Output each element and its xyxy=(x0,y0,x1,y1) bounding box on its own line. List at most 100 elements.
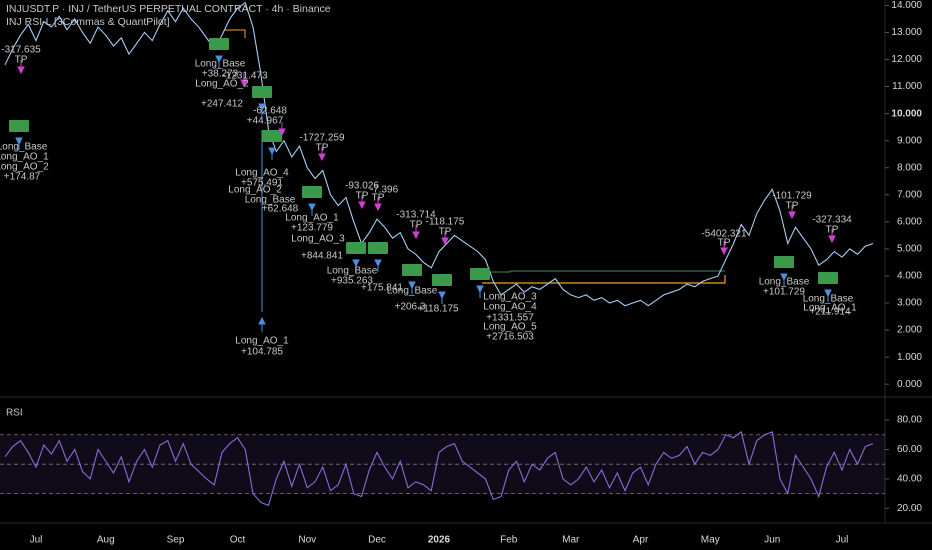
annotation: Long_AO_4 xyxy=(235,168,289,179)
annotation: +206.3 xyxy=(395,302,426,313)
y-tick-label: 2.000 xyxy=(897,325,922,336)
entry-box xyxy=(432,274,452,286)
tp-arrow xyxy=(318,147,326,162)
x-tick-label: Feb xyxy=(500,535,518,546)
entry-box xyxy=(346,242,366,254)
x-tick-label: Oct xyxy=(230,535,246,546)
strategy-line xyxy=(480,270,725,273)
strategy-line xyxy=(482,275,726,284)
y-tick-label: 10.000 xyxy=(891,108,922,119)
annotation: Long_AO_2 xyxy=(228,185,282,196)
annotation: TP xyxy=(15,55,28,66)
entry-arrow xyxy=(374,259,382,272)
annotation: Long_Base xyxy=(759,277,810,288)
annotation: +211.914 xyxy=(809,307,851,318)
y-tick-label: 0.000 xyxy=(897,379,922,390)
tp-arrow xyxy=(828,229,836,244)
annotation: Long_Base xyxy=(245,195,296,206)
annotation: TP xyxy=(316,143,329,154)
annotation: TP xyxy=(718,238,731,249)
annotation: +62.648 xyxy=(262,204,299,215)
annotation: TP xyxy=(410,220,423,231)
entry-arrow xyxy=(268,147,276,160)
entry-box xyxy=(368,242,388,254)
tp-arrow xyxy=(788,205,796,220)
annotation: Long_Base xyxy=(387,286,438,297)
axes: 14.000 13.000 12.000 11.000 10.000 9.000 8.000… xyxy=(30,0,923,546)
price-line xyxy=(4,1,874,307)
x-tick-label: May xyxy=(701,535,720,546)
y-tick-label: 80.00 xyxy=(897,415,922,426)
tp-arrow xyxy=(358,195,366,210)
entry-box xyxy=(262,130,282,142)
tp-arrow xyxy=(278,122,286,137)
annotation: Long_AO_3 xyxy=(483,292,537,303)
entry-box xyxy=(209,38,229,50)
annotation: +174.87 xyxy=(4,172,41,183)
annotation: +38.273 xyxy=(202,69,239,80)
chart-title: INJUSDT.P · INJ / TetherUS PERPETUAL CON… xyxy=(6,3,331,15)
annotation: +844.841 xyxy=(301,251,343,262)
annotation: Long_AO_5 xyxy=(483,322,537,333)
annotation: Long_AO_1 xyxy=(0,152,49,163)
y-tick-label: 7.000 xyxy=(897,189,922,200)
y-tick-label: 1.000 xyxy=(897,352,922,363)
y-tick-label: 6.000 xyxy=(897,216,922,227)
entry-arrow xyxy=(352,259,360,272)
entry-arrow xyxy=(15,137,23,150)
entry-arrow xyxy=(780,273,788,286)
strategy-line xyxy=(225,29,246,38)
entry-box xyxy=(302,186,322,198)
tp-arrow xyxy=(240,73,248,88)
y-tick-label: 3.000 xyxy=(897,298,922,309)
annotation: Long_Base xyxy=(0,142,48,153)
y-tick-label: 5.000 xyxy=(897,244,922,255)
x-tick-label: Aug xyxy=(97,535,115,546)
x-tick-label: Jul xyxy=(836,535,849,546)
annotation: -62.648 xyxy=(253,106,287,117)
annotation: TP xyxy=(356,191,369,202)
entry-arrow xyxy=(476,285,484,298)
annotation: -1231.473 xyxy=(222,71,267,82)
entry-box xyxy=(252,86,272,98)
entry-arrow xyxy=(408,281,416,294)
tp-arrow xyxy=(374,197,382,212)
entry-box xyxy=(774,256,794,268)
annotation: +2716.503 xyxy=(486,332,534,343)
x-tick-label: Sep xyxy=(167,535,185,546)
annotation: +175.841 xyxy=(361,283,403,294)
y-tick-label: 11.000 xyxy=(892,81,922,92)
x-tick-label: Apr xyxy=(633,535,649,546)
annotation: TP xyxy=(439,227,452,238)
annotation: -101.729 xyxy=(772,191,812,202)
annotation: +123.779 xyxy=(291,223,333,234)
annotation: +104.785 xyxy=(241,347,283,358)
entry-box xyxy=(402,264,422,276)
annotation: Long_AO_3 xyxy=(291,234,345,245)
annotation: TP xyxy=(826,225,839,236)
annotation: -118.175 xyxy=(426,217,465,228)
annotation: Long_AO_1 xyxy=(235,336,289,347)
annotation: -93.026 xyxy=(345,181,379,192)
tp-arrow xyxy=(441,231,449,246)
x-tick-label: 2026 xyxy=(428,535,451,546)
y-tick-label: 20.00 xyxy=(897,503,922,514)
y-tick-label: 12.000 xyxy=(891,54,922,65)
annotation: -317.635 xyxy=(1,45,41,56)
annotation: +935.263 xyxy=(331,276,373,287)
tp-arrow xyxy=(720,241,728,256)
entry-arrow xyxy=(215,55,223,68)
annotation: Long_Base xyxy=(803,294,854,305)
rsi-line xyxy=(4,430,874,507)
annotation: Long_AO_2 xyxy=(0,162,49,173)
annotation: -5402.321 xyxy=(701,229,746,240)
rsi-title: RSI xyxy=(6,408,23,419)
annotation: Long_Base xyxy=(327,266,378,277)
annotation: Long_AO_2 xyxy=(195,79,249,90)
annotation: +118.175 xyxy=(417,304,459,315)
annotation: +44.967 xyxy=(247,116,284,127)
annotation: TP xyxy=(786,201,799,212)
y-tick-label: 4.000 xyxy=(897,271,922,282)
